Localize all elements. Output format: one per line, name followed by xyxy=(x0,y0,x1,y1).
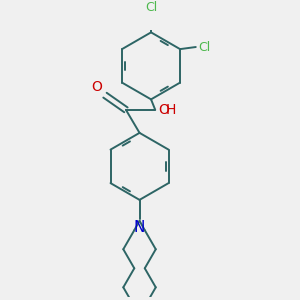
Text: Cl: Cl xyxy=(198,40,210,53)
Text: O: O xyxy=(91,80,102,94)
Text: N: N xyxy=(134,220,145,235)
Text: Cl: Cl xyxy=(145,1,157,13)
Text: H: H xyxy=(166,103,176,117)
Text: O: O xyxy=(158,103,169,117)
